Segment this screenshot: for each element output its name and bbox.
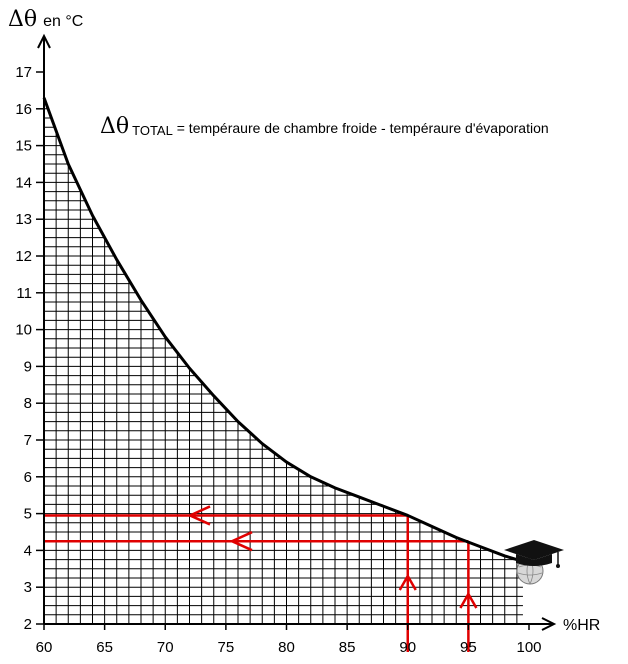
curve [42, 97, 524, 563]
graduation-cap-globe-logo [504, 540, 564, 585]
arrow-left [186, 505, 211, 526]
x-tick-label: 100 [516, 639, 541, 656]
y-tick-label: 12 [15, 248, 32, 265]
y-tick-label: 9 [24, 358, 32, 375]
y-axis-arrow [37, 33, 51, 49]
y-tick-label: 10 [15, 322, 32, 339]
formula-text: = tempéraure de chambre froide - tempéra… [173, 120, 549, 136]
y-tick-label: 6 [24, 469, 32, 486]
formula-symbol: Δθ [100, 114, 129, 139]
x-axis-label: %HR [563, 617, 600, 634]
tick-labels: 2 3 4 5 6 7 8 9 10 11 12 13 14 15 16 17 60 65 70 75 80 85 90 95… [15, 64, 541, 656]
y-tick-label: 8 [24, 395, 32, 412]
y-tick-label: 5 [24, 506, 32, 523]
y-tick-label: 16 [15, 101, 32, 118]
formula-annotation: Δθ TOTAL = tempéraure de chambre froide -… [100, 114, 549, 139]
y-tick-label: 15 [15, 138, 32, 155]
x-tick-label: 60 [36, 639, 53, 656]
y-axis-label: Δθ en °C [8, 7, 83, 32]
arrow-left [228, 531, 253, 552]
x-tick-label: 75 [218, 639, 235, 656]
curve-layer [42, 97, 524, 563]
y-tick-label: 4 [24, 542, 32, 559]
y-tick-label: 3 [24, 579, 32, 596]
axes [37, 33, 557, 631]
y-tick-label: 2 [24, 616, 32, 633]
x-tick-label: 65 [96, 639, 113, 656]
arrow-up [398, 573, 417, 591]
x-tick-label: 70 [157, 639, 174, 656]
y-tick-label: 11 [16, 285, 32, 302]
y-tick-label: 17 [15, 64, 32, 81]
y-tick-label: 7 [24, 432, 32, 449]
formula-subscript: TOTAL [132, 123, 173, 138]
x-tick-label: 95 [460, 639, 477, 656]
x-tick-label: 90 [399, 639, 416, 656]
y-tick-label: 14 [15, 174, 32, 191]
x-axis-arrow [541, 617, 557, 631]
y-tick-label: 13 [15, 211, 32, 228]
x-tick-label: 80 [278, 639, 295, 656]
reference-lines [44, 505, 478, 652]
arrow-up [459, 591, 478, 609]
y-axis-symbol: Δθ [8, 7, 37, 32]
y-axis-unit: en °C [43, 13, 83, 30]
x-tick-label: 85 [339, 639, 356, 656]
